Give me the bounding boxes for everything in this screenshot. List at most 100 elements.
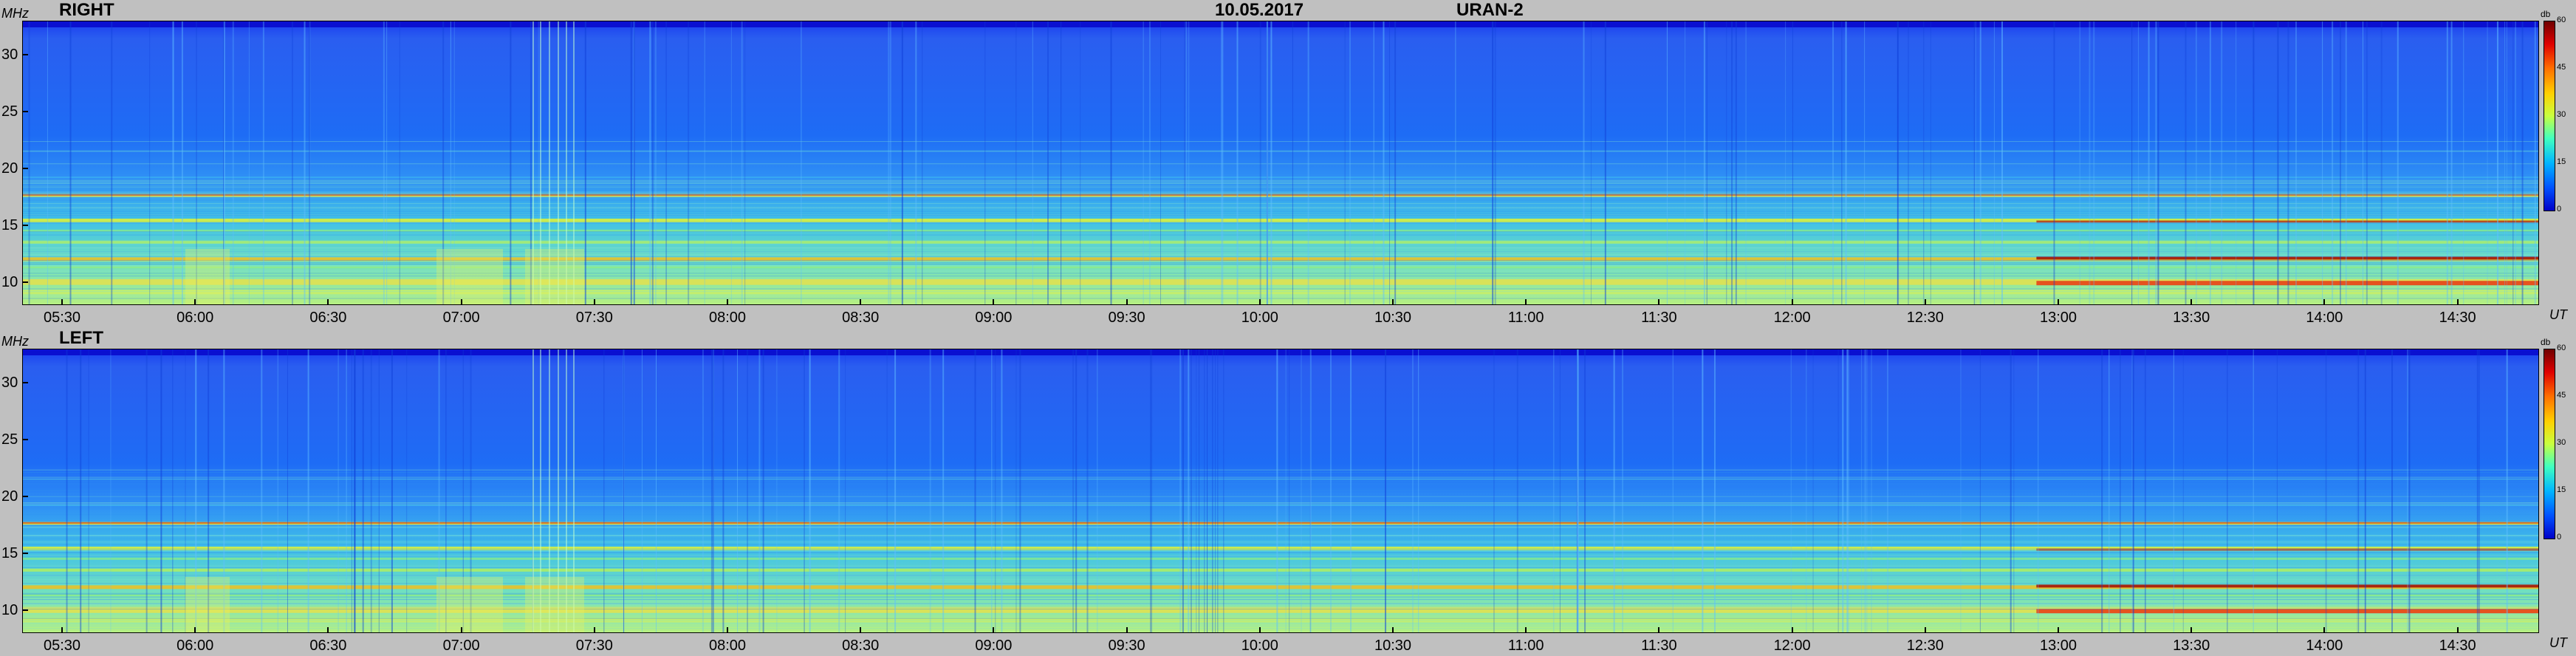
frequency-band [23,219,2538,222]
vertical-interference [2479,349,2480,632]
vertical-interference [2512,21,2514,304]
vertical-interference [2506,349,2508,632]
frequency-band [23,478,2538,480]
vertical-interference [804,349,805,632]
vertical-interference [1212,349,1213,632]
x-tick-mark [860,299,862,305]
vertical-interference [370,349,372,632]
x-tick-mark [1924,299,1926,305]
burst-line [532,21,534,304]
x-tick-label: 11:30 [1641,310,1677,326]
x-tick-mark [327,299,329,305]
vertical-interference [2209,21,2211,304]
vertical-interference [287,349,288,632]
vertical-interference [172,349,174,632]
spectral-line [23,598,2538,600]
vertical-interference [974,349,976,632]
station-label: URAN-2 [1456,0,1524,20]
vertical-interference [2406,349,2408,632]
spectral-line [23,471,2538,473]
x-tick-label: 05:30 [43,310,81,326]
noise-patch [185,249,230,304]
spectral-line [23,181,2538,182]
vertical-interference [2340,21,2342,304]
vertical-interference [1207,349,1208,632]
spectral-line [23,199,2538,200]
vertical-interference [888,21,890,304]
vertical-interference [1383,21,1385,304]
burst-line [549,349,550,632]
frequency-band [23,266,2538,269]
vertical-interference [1151,349,1153,632]
frequency-band [23,229,2538,232]
x-tick-mark [593,627,595,633]
y-tick-label: 20 [1,488,18,505]
vertical-interference [2397,21,2399,304]
vertical-interference [2446,21,2448,304]
burst-line [558,21,559,304]
vertical-interference [391,349,393,632]
vertical-interference [2195,21,2197,304]
spectral-line [23,602,2538,604]
vertical-interference [688,21,690,304]
y-tick-label: 10 [1,602,18,619]
spectral-line [23,251,2538,253]
vertical-interference [1745,21,1747,304]
y-tick-mark [22,111,28,113]
frequency-band [23,557,2538,560]
vertical-interference [1149,21,1151,304]
vertical-interference [1735,21,1737,304]
frequency-band [23,207,2538,209]
vertical-interference [195,349,197,632]
vertical-interference [309,21,311,304]
vertical-interference [1577,349,1579,632]
burst-line [573,349,575,632]
vertical-interference [1837,349,1839,632]
x-tick-mark [2058,299,2059,305]
vertical-interference [1492,21,1494,304]
vertical-interference [2148,21,2150,304]
vertical-interference [1516,349,1518,632]
spectral-line [23,469,2538,471]
vertical-interference [196,21,197,304]
spectral-line [23,234,2538,236]
frequency-band [23,568,2538,572]
vertical-interference [1731,21,1733,304]
vertical-interference [1979,21,1981,304]
vertical-interference [2131,21,2133,304]
noise-patch [525,577,584,632]
vertical-interference [1075,349,1078,632]
x-tick-label: 12:30 [1906,310,1944,326]
burst-line [549,21,550,304]
vertical-interference [1389,21,1391,304]
spectral-line [23,222,2538,224]
spectral-line [23,207,2538,208]
spectrogram-top-band [23,349,2538,355]
spectral-line [23,592,2538,594]
vertical-interference [1845,21,1847,304]
x-tick-mark [1791,299,1793,305]
vertical-interference [2089,21,2091,304]
vertical-interference [1494,21,1496,304]
burst-line [566,21,567,304]
vertical-interference [722,349,724,632]
spectral-line [23,141,2538,143]
vertical-interference [758,349,761,632]
vertical-interference [1604,21,1606,304]
vertical-interference [2185,21,2187,304]
spectral-line [23,567,2538,568]
x-tick-label: 10:00 [1241,310,1278,326]
frequency-band [23,290,2538,295]
y-unit-label-bottom: MHz [1,334,29,349]
colorbar-unit-top: db [2541,9,2551,19]
vertical-interference [1309,349,1312,632]
y-tick-mark [22,496,28,498]
vertical-interference [889,21,891,304]
vertical-interference [1285,349,1287,632]
vertical-interference [2496,21,2498,304]
spectrogram-top-band [23,21,2538,27]
burst-line [558,349,559,632]
spectral-line [23,502,2538,504]
x-tick-label: 12:00 [1773,310,1811,326]
vertical-interference [712,349,714,632]
